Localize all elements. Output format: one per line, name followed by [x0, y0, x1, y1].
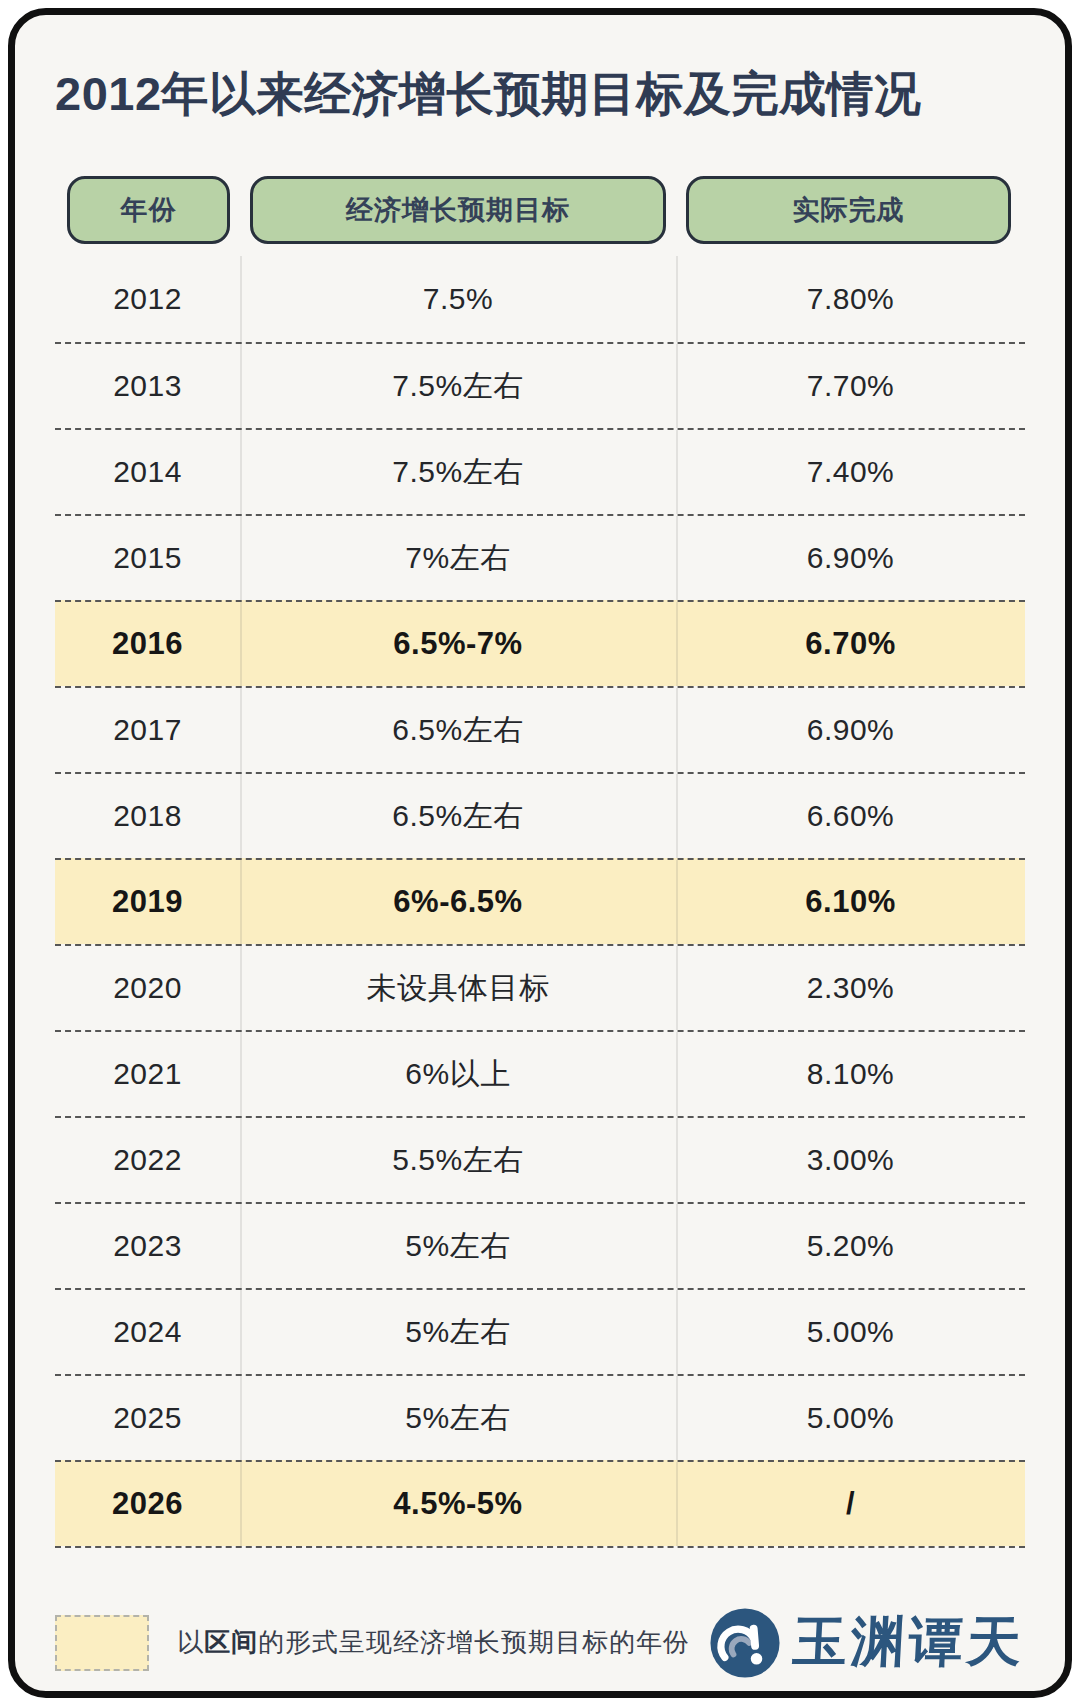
- table-row: 2025 5%左右 5.00%: [55, 1374, 1025, 1460]
- actual-cell: 6.10%: [676, 860, 1025, 944]
- table-row: 2015 7%左右 6.90%: [55, 514, 1025, 600]
- infographic-card: 2012年以来经济增长预期目标及完成情况 年份 经济增长预期目标 实际完成 20…: [8, 8, 1072, 1698]
- target-cell: 6.5%左右: [240, 774, 676, 858]
- year-cell: 2012: [55, 282, 240, 316]
- table-row: 2018 6.5%左右 6.60%: [55, 772, 1025, 858]
- target-cell: 7.5%: [240, 256, 676, 342]
- table-row: 2020 未设具体目标 2.30%: [55, 944, 1025, 1030]
- header-cell-target: 经济增长预期目标: [250, 176, 666, 244]
- target-cell: 5.5%左右: [240, 1118, 676, 1202]
- page-title: 2012年以来经济增长预期目标及完成情况: [55, 69, 1025, 118]
- actual-cell: 5.20%: [676, 1204, 1025, 1288]
- header-cell-actual: 实际完成: [686, 176, 1011, 244]
- target-cell: 5%左右: [240, 1204, 676, 1288]
- actual-cell: 5.00%: [676, 1376, 1025, 1460]
- actual-cell: /: [676, 1462, 1025, 1546]
- target-cell: 6.5%-7%: [240, 602, 676, 686]
- year-cell: 2022: [55, 1143, 240, 1177]
- table-row: 2026 4.5%-5% /: [55, 1460, 1025, 1546]
- actual-cell: 6.90%: [676, 516, 1025, 600]
- highlight-legend: 以区间的形式呈现经济增长预期目标的年份: [55, 1615, 690, 1671]
- year-cell: 2023: [55, 1229, 240, 1263]
- year-cell: 2020: [55, 971, 240, 1005]
- legend-swatch: [55, 1615, 149, 1671]
- legend-text-bold: 区间: [204, 1627, 258, 1657]
- actual-cell: 7.80%: [676, 256, 1025, 342]
- table-row: 2012 7.5% 7.80%: [55, 256, 1025, 342]
- legend-text-prefix: 以: [177, 1627, 204, 1657]
- year-cell: 2017: [55, 713, 240, 747]
- target-cell: 7%左右: [240, 516, 676, 600]
- brand-logo: 玉渊谭天: [709, 1606, 1025, 1679]
- year-cell: 2025: [55, 1401, 240, 1435]
- actual-cell: 6.60%: [676, 774, 1025, 858]
- target-cell: 5%左右: [240, 1376, 676, 1460]
- footer: 以区间的形式呈现经济增长预期目标的年份 玉渊谭天: [55, 1606, 1025, 1679]
- brand-name: 玉渊谭天: [791, 1606, 1027, 1679]
- target-cell: 7.5%左右: [240, 344, 676, 428]
- table-row: 2021 6%以上 8.10%: [55, 1030, 1025, 1116]
- actual-cell: 5.00%: [676, 1290, 1025, 1374]
- actual-cell: 2.30%: [676, 946, 1025, 1030]
- target-cell: 7.5%左右: [240, 430, 676, 514]
- table-header: 年份 经济增长预期目标 实际完成: [55, 176, 1025, 244]
- table-row: 2013 7.5%左右 7.70%: [55, 342, 1025, 428]
- year-cell: 2013: [55, 369, 240, 403]
- actual-cell: 7.40%: [676, 430, 1025, 514]
- table-row: 2019 6%-6.5% 6.10%: [55, 858, 1025, 944]
- year-cell: 2014: [55, 455, 240, 489]
- wave-swirl-icon: [709, 1607, 781, 1679]
- legend-text-suffix: 的形式呈现经济增长预期目标的年份: [258, 1627, 690, 1657]
- legend-label: 以区间的形式呈现经济增长预期目标的年份: [177, 1625, 690, 1660]
- table-row: 2022 5.5%左右 3.00%: [55, 1116, 1025, 1202]
- target-cell: 6.5%左右: [240, 688, 676, 772]
- year-cell: 2021: [55, 1057, 240, 1091]
- table-body: 2012 7.5% 7.80% 2013 7.5%左右 7.70% 2014 7…: [55, 256, 1025, 1548]
- table-row: 2024 5%左右 5.00%: [55, 1288, 1025, 1374]
- table-row: 2017 6.5%左右 6.90%: [55, 686, 1025, 772]
- year-cell: 2015: [55, 541, 240, 575]
- table-row: 2016 6.5%-7% 6.70%: [55, 600, 1025, 686]
- table-row: 2023 5%左右 5.20%: [55, 1202, 1025, 1288]
- target-cell: 5%左右: [240, 1290, 676, 1374]
- target-cell: 4.5%-5%: [240, 1462, 676, 1546]
- year-cell: 2024: [55, 1315, 240, 1349]
- actual-cell: 6.70%: [676, 602, 1025, 686]
- actual-cell: 7.70%: [676, 344, 1025, 428]
- year-cell: 2018: [55, 799, 240, 833]
- year-cell: 2019: [55, 884, 240, 920]
- header-cell-year: 年份: [67, 176, 230, 244]
- table-row: 2014 7.5%左右 7.40%: [55, 428, 1025, 514]
- target-cell: 未设具体目标: [240, 946, 676, 1030]
- target-cell: 6%-6.5%: [240, 860, 676, 944]
- year-cell: 2026: [55, 1486, 240, 1522]
- year-cell: 2016: [55, 626, 240, 662]
- target-cell: 6%以上: [240, 1032, 676, 1116]
- actual-cell: 8.10%: [676, 1032, 1025, 1116]
- actual-cell: 6.90%: [676, 688, 1025, 772]
- actual-cell: 3.00%: [676, 1118, 1025, 1202]
